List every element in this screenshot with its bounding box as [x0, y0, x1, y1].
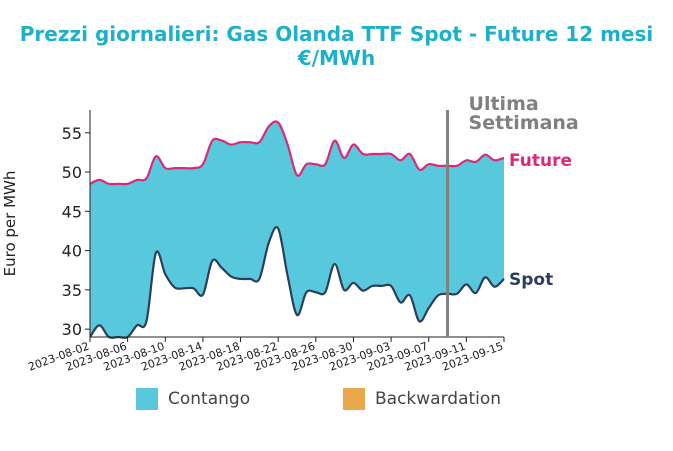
legend-contango-label: Contango [168, 389, 251, 409]
legend-backwardation-swatch [343, 388, 365, 410]
y-tick-label: 40 [62, 242, 82, 261]
y-tick-label: 55 [62, 124, 82, 143]
chart-title: Prezzi giornalieri: Gas Olanda TTF Spot … [0, 22, 673, 70]
future-series-label: Future [509, 151, 572, 171]
legend-backwardation: Backwardation [343, 388, 501, 410]
contango-area [90, 121, 504, 338]
y-tick-label: 30 [62, 320, 82, 339]
last-week-label-line2: Settimana [469, 112, 579, 134]
y-tick-label: 45 [62, 202, 82, 221]
last-week-label-line1: Ultima [469, 93, 539, 115]
y-axis-title: Euro per MWh [1, 171, 19, 277]
spot-line [89, 226, 505, 339]
spot-series-label: Spot [509, 270, 553, 290]
legend-contango-swatch [136, 388, 158, 410]
y-tick-label: 50 [62, 163, 82, 182]
chart-title-line1: Prezzi giornalieri: Gas Olanda TTF Spot … [19, 22, 654, 46]
legend-backwardation-label: Backwardation [375, 389, 502, 409]
future-line [89, 120, 505, 186]
chart-title-line2: €/MWh [297, 46, 376, 70]
legend-contango: Contango [136, 388, 250, 410]
y-tick-label: 35 [62, 281, 82, 300]
